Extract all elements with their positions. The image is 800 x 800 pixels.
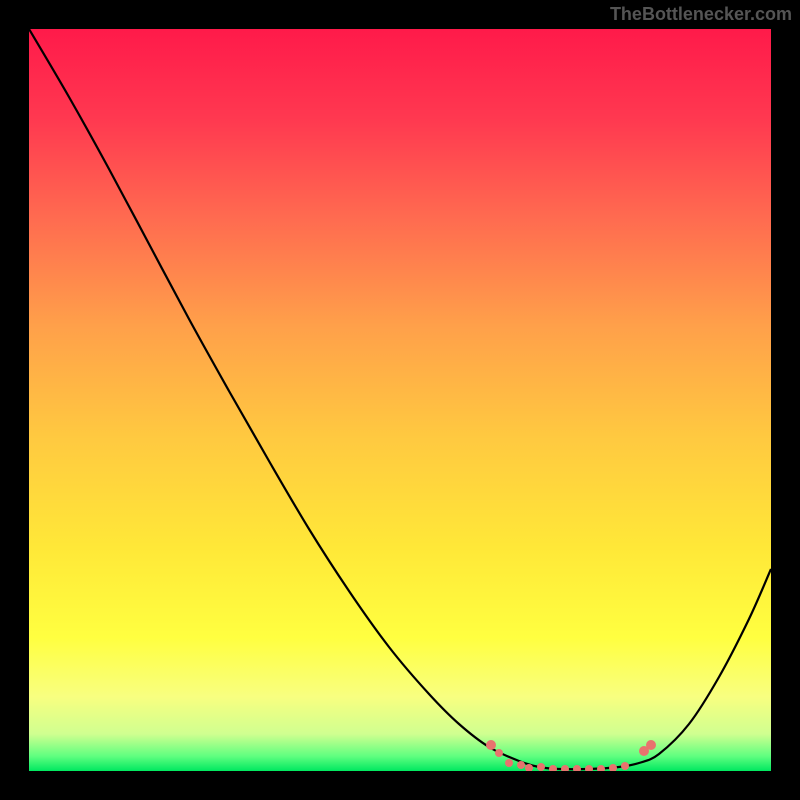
bottleneck-curve bbox=[29, 29, 771, 769]
chart-container bbox=[29, 29, 771, 771]
curve-layer bbox=[29, 29, 771, 771]
watermark-text: TheBottlenecker.com bbox=[610, 4, 792, 25]
optimal-marker bbox=[486, 740, 656, 771]
